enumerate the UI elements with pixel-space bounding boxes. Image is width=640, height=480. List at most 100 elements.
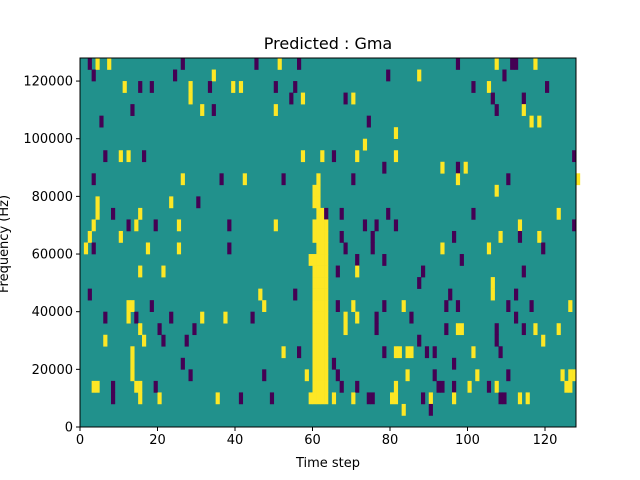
heatmap-cell-high bbox=[312, 334, 317, 347]
heatmap-cell-low bbox=[455, 161, 461, 174]
heatmap-cell-high bbox=[176, 242, 182, 255]
heatmap-cell-low bbox=[293, 81, 298, 93]
y-tick-label: 80000 bbox=[32, 190, 73, 205]
heatmap-cell-low bbox=[510, 58, 515, 70]
heatmap-cell-high bbox=[355, 150, 360, 163]
heatmap-cell-high bbox=[324, 230, 329, 243]
y-tick-label: 120000 bbox=[23, 75, 73, 90]
heatmap-cell-low bbox=[502, 392, 507, 405]
heatmap-cell-low bbox=[517, 230, 523, 243]
heatmap-cell-high bbox=[324, 277, 329, 289]
heatmap-cell-low bbox=[490, 92, 495, 105]
heatmap-cell-low bbox=[289, 92, 294, 105]
heatmap-cell-high bbox=[576, 173, 581, 186]
heatmap-cell-high bbox=[568, 369, 573, 382]
heatmap-cell-high bbox=[320, 392, 325, 405]
y-axis-ticks: 0 20000 40000 60000 80000 100000 120000 bbox=[23, 75, 80, 436]
heatmap-cell-high bbox=[126, 311, 131, 324]
heatmap-cell-high bbox=[169, 196, 174, 209]
x-tick-label: 20 bbox=[149, 433, 166, 448]
heatmap-cell-low bbox=[355, 254, 360, 266]
heatmap-cell-high bbox=[320, 288, 325, 301]
x-axis-ticks: 0 20 40 60 80 100 120 bbox=[76, 427, 557, 448]
heatmap-cell-high bbox=[320, 323, 325, 336]
heatmap-cell-low bbox=[514, 58, 519, 70]
heatmap-cell-high bbox=[316, 219, 321, 232]
heatmap-cell-high bbox=[308, 392, 313, 405]
heatmap-cell-high bbox=[95, 380, 100, 393]
heatmap-cell-low bbox=[521, 265, 526, 278]
heatmap-cell-low bbox=[494, 104, 499, 116]
heatmap-cell-low bbox=[297, 346, 302, 359]
x-tick-label: 80 bbox=[382, 433, 399, 448]
heatmap-cell-high bbox=[312, 323, 317, 336]
heatmap-cell-high bbox=[277, 58, 282, 70]
heatmap-cell-high bbox=[324, 311, 329, 324]
heatmap-cell-high bbox=[316, 357, 321, 370]
heatmap-cell-high bbox=[533, 323, 538, 336]
heatmap-cell-high bbox=[320, 300, 325, 312]
heatmap-cell-low bbox=[87, 288, 92, 301]
heatmap-cell-low bbox=[440, 380, 445, 393]
heatmap-cell-low bbox=[281, 173, 286, 186]
heatmap-cell-low bbox=[455, 58, 461, 70]
heatmap-cell-high bbox=[130, 357, 135, 370]
heatmap-cell-high bbox=[324, 254, 329, 266]
heatmap-cell-high bbox=[300, 92, 306, 105]
heatmap-cell-high bbox=[215, 392, 220, 405]
heatmap-cell-high bbox=[316, 230, 321, 243]
heatmap-cell-high bbox=[91, 380, 96, 393]
heatmap-cell-low bbox=[370, 392, 375, 405]
heatmap-cell-low bbox=[444, 323, 449, 336]
heatmap-cell-high bbox=[320, 230, 325, 243]
heatmap-cell-high bbox=[145, 242, 151, 255]
heatmap-cell-low bbox=[173, 69, 178, 82]
heatmap-cell-low bbox=[529, 300, 534, 312]
heatmap-cell-high bbox=[498, 230, 503, 243]
heatmap-cell-high bbox=[455, 173, 461, 186]
heatmap-cell-low bbox=[331, 150, 337, 163]
heatmap-cell-high bbox=[142, 334, 147, 347]
heatmap-cell-high bbox=[351, 300, 356, 312]
heatmap-cell-high bbox=[312, 230, 317, 243]
heatmap-cell-high bbox=[475, 369, 480, 382]
heatmap-cell-low bbox=[421, 392, 426, 405]
y-tick-label: 100000 bbox=[23, 132, 73, 147]
heatmap-cell-high bbox=[362, 138, 368, 151]
heatmap-cell-high bbox=[320, 357, 325, 370]
heatmap-cell-low bbox=[355, 380, 360, 393]
heatmap-cell-high bbox=[91, 219, 96, 232]
heatmap-cell-low bbox=[103, 311, 108, 324]
heatmap-cell-low bbox=[362, 219, 368, 232]
heatmap-cell-high bbox=[541, 334, 546, 347]
plot-area bbox=[79, 57, 581, 428]
heatmap-cell-high bbox=[176, 219, 182, 232]
heatmap-cell-high bbox=[138, 207, 143, 220]
heatmap-cell-high bbox=[312, 357, 317, 370]
heatmap-cell-low bbox=[506, 300, 511, 312]
heatmap-cell-low bbox=[111, 207, 116, 220]
heatmap-cell-high bbox=[397, 346, 402, 359]
heatmap-cell-low bbox=[157, 323, 162, 336]
heatmap-cell-high bbox=[568, 300, 573, 312]
heatmap-cell-high bbox=[316, 334, 321, 347]
heatmap-cell-high bbox=[486, 242, 492, 255]
heatmap-cell-low bbox=[436, 380, 441, 393]
heatmap-cell-low bbox=[382, 300, 387, 312]
heatmap-cell-high bbox=[324, 346, 329, 359]
heatmap-cell-high bbox=[312, 392, 317, 405]
heatmap-cell-low bbox=[188, 369, 193, 382]
heatmap-cell-high bbox=[533, 58, 538, 70]
heatmap-cell-high bbox=[316, 265, 321, 278]
heatmap-cell-high bbox=[95, 196, 100, 209]
heatmap-cell-high bbox=[343, 311, 348, 324]
heatmap-cell-high bbox=[83, 242, 89, 255]
heatmap-cell-high bbox=[200, 311, 205, 324]
heatmap-cell-high bbox=[316, 369, 321, 382]
heatmap-cell-high bbox=[467, 380, 472, 393]
heatmap-cell-high bbox=[211, 69, 216, 82]
heatmap-cell-low bbox=[269, 392, 275, 405]
heatmap-cell-low bbox=[180, 58, 185, 70]
heatmap-cell-high bbox=[118, 230, 123, 243]
heatmap-cell-high bbox=[517, 219, 523, 232]
